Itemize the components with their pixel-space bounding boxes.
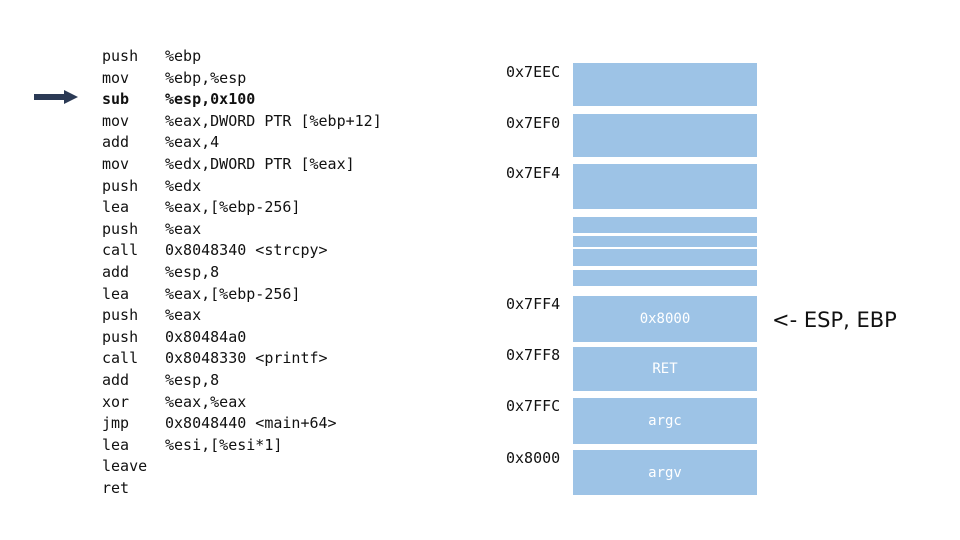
instruction-row: ret — [102, 478, 382, 500]
instruction-row: mov %edx,DWORD PTR [%eax] — [102, 154, 382, 176]
operands: %eax,%eax — [165, 392, 247, 411]
opcode: add — [102, 262, 130, 281]
opcode: xor — [102, 392, 130, 411]
operands: %edx,DWORD PTR [%eax] — [165, 154, 355, 173]
opcode: jmp — [102, 414, 130, 433]
opcode: sub — [102, 90, 130, 109]
opcode: ret — [102, 478, 130, 497]
current-instruction-row: sub %esp,0x100 — [102, 89, 382, 111]
instruction-row: lea %eax,[%ebp-256] — [102, 284, 382, 306]
stack-cell-argv: argv — [573, 450, 757, 495]
operands: 0x8048440 <main+64> — [165, 414, 337, 433]
instruction-row: lea %esi,[%esi*1] — [102, 435, 382, 457]
operands: %esp,8 — [165, 370, 220, 389]
operands: 0x8048340 <strcpy> — [165, 241, 328, 260]
stack-address: 0x7FFC — [506, 397, 561, 415]
opcode: push — [102, 219, 139, 238]
stack-address: 0x7FF4 — [506, 295, 561, 313]
stack-slot — [573, 217, 757, 233]
stack-slot — [573, 114, 757, 157]
operands: %ebp,%esp — [165, 68, 247, 87]
instruction-row: lea %eax,[%ebp-256] — [102, 197, 382, 219]
current-instruction-arrow-icon — [34, 90, 78, 104]
operands: %eax — [165, 219, 202, 238]
opcode: mov — [102, 111, 130, 130]
operands: %edx — [165, 176, 202, 195]
opcode: push — [102, 176, 139, 195]
stack-address: 0x8000 — [506, 449, 561, 467]
operands: %esi,[%esi*1] — [165, 435, 283, 454]
stack-slot — [573, 270, 757, 286]
instruction-row: add %esp,8 — [102, 262, 382, 284]
opcode: push — [102, 327, 139, 346]
instruction-row: mov %eax,DWORD PTR [%ebp+12] — [102, 111, 382, 133]
instruction-row: push %edx — [102, 176, 382, 198]
opcode: lea — [102, 198, 130, 217]
opcode: add — [102, 133, 130, 152]
stack-slot — [573, 236, 757, 247]
instruction-row: add %eax,4 — [102, 132, 382, 154]
stack-address: 0x7EEC — [506, 63, 561, 81]
stack-slot — [573, 249, 757, 266]
operands: %eax,DWORD PTR [%ebp+12] — [165, 111, 382, 130]
stack-cell-argc: argc — [573, 398, 757, 444]
operands: 0x8048330 <printf> — [165, 349, 328, 368]
opcode: leave — [102, 457, 148, 476]
opcode: call — [102, 349, 139, 368]
instruction-row: xor %eax,%eax — [102, 392, 382, 414]
opcode: call — [102, 241, 139, 260]
operands: %esp,8 — [165, 262, 220, 281]
opcode: mov — [102, 154, 130, 173]
stack-address: 0x7EF0 — [506, 114, 561, 132]
instruction-row: push 0x80484a0 — [102, 327, 382, 349]
operands: %esp,0x100 — [165, 90, 256, 109]
operands: %eax,4 — [165, 133, 220, 152]
instruction-row: call 0x8048340 <strcpy> — [102, 240, 382, 262]
assembly-listing: push %ebp mov %ebp,%esp sub %esp,0x100 mov%… — [102, 46, 382, 499]
opcode: add — [102, 370, 130, 389]
operands: %eax — [165, 306, 202, 325]
instruction-row: push %eax — [102, 305, 382, 327]
instruction-row: mov %ebp,%esp — [102, 68, 382, 90]
stack-cell-ret: RET — [573, 347, 757, 391]
operands: %ebp — [165, 47, 202, 65]
stack-address: 0x7EF4 — [506, 164, 561, 182]
stack-slot — [573, 164, 757, 209]
stack-cell-saved-ebp: 0x8000 — [573, 296, 757, 342]
instruction-row: leave — [102, 456, 382, 478]
instruction-row: jmp 0x8048440 <main+64> — [102, 413, 382, 435]
opcode: push — [102, 306, 139, 325]
opcode: push — [102, 47, 139, 65]
opcode: mov — [102, 68, 130, 87]
instruction-row: add %esp,8 — [102, 370, 382, 392]
instruction-row: call 0x8048330 <printf> — [102, 348, 382, 370]
instruction-row: push %eax — [102, 219, 382, 241]
operands: %eax,[%ebp-256] — [165, 284, 301, 303]
opcode: lea — [102, 284, 130, 303]
operands: 0x80484a0 — [165, 327, 247, 346]
opcode: lea — [102, 435, 130, 454]
stack-address: 0x7FF8 — [506, 346, 561, 364]
operands: %eax,[%ebp-256] — [165, 198, 301, 217]
instruction-row: push %ebp — [102, 46, 382, 68]
esp-ebp-pointer-label: <- ESP, EBP — [772, 308, 897, 332]
stack-slot — [573, 63, 757, 106]
